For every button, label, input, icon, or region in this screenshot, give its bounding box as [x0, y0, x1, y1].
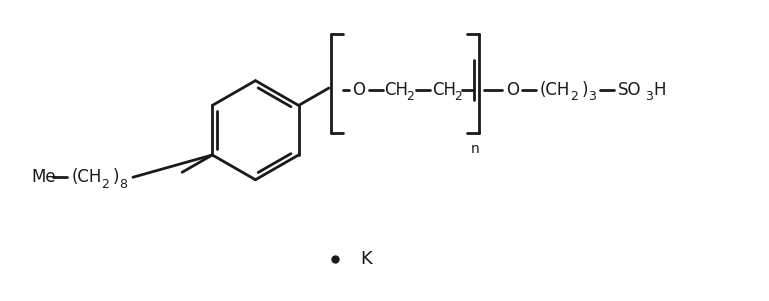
Text: CH: CH — [384, 81, 408, 99]
Text: ): ) — [113, 168, 119, 186]
Text: 3: 3 — [588, 91, 596, 104]
Text: O: O — [352, 81, 365, 99]
Text: Me: Me — [32, 168, 56, 186]
Text: CH: CH — [432, 81, 456, 99]
Text: n: n — [471, 141, 480, 156]
Text: H: H — [654, 81, 666, 99]
Text: (CH: (CH — [72, 168, 102, 186]
Text: 2: 2 — [454, 91, 462, 104]
Text: 2: 2 — [407, 91, 414, 104]
Text: 2: 2 — [570, 91, 578, 104]
Text: ): ) — [582, 81, 588, 99]
Text: (CH: (CH — [540, 81, 571, 99]
Text: K: K — [360, 250, 372, 268]
Text: 2: 2 — [101, 178, 109, 191]
Text: O: O — [506, 81, 518, 99]
Text: 3: 3 — [644, 91, 653, 104]
Text: 8: 8 — [119, 178, 127, 191]
Text: SO: SO — [618, 81, 641, 99]
